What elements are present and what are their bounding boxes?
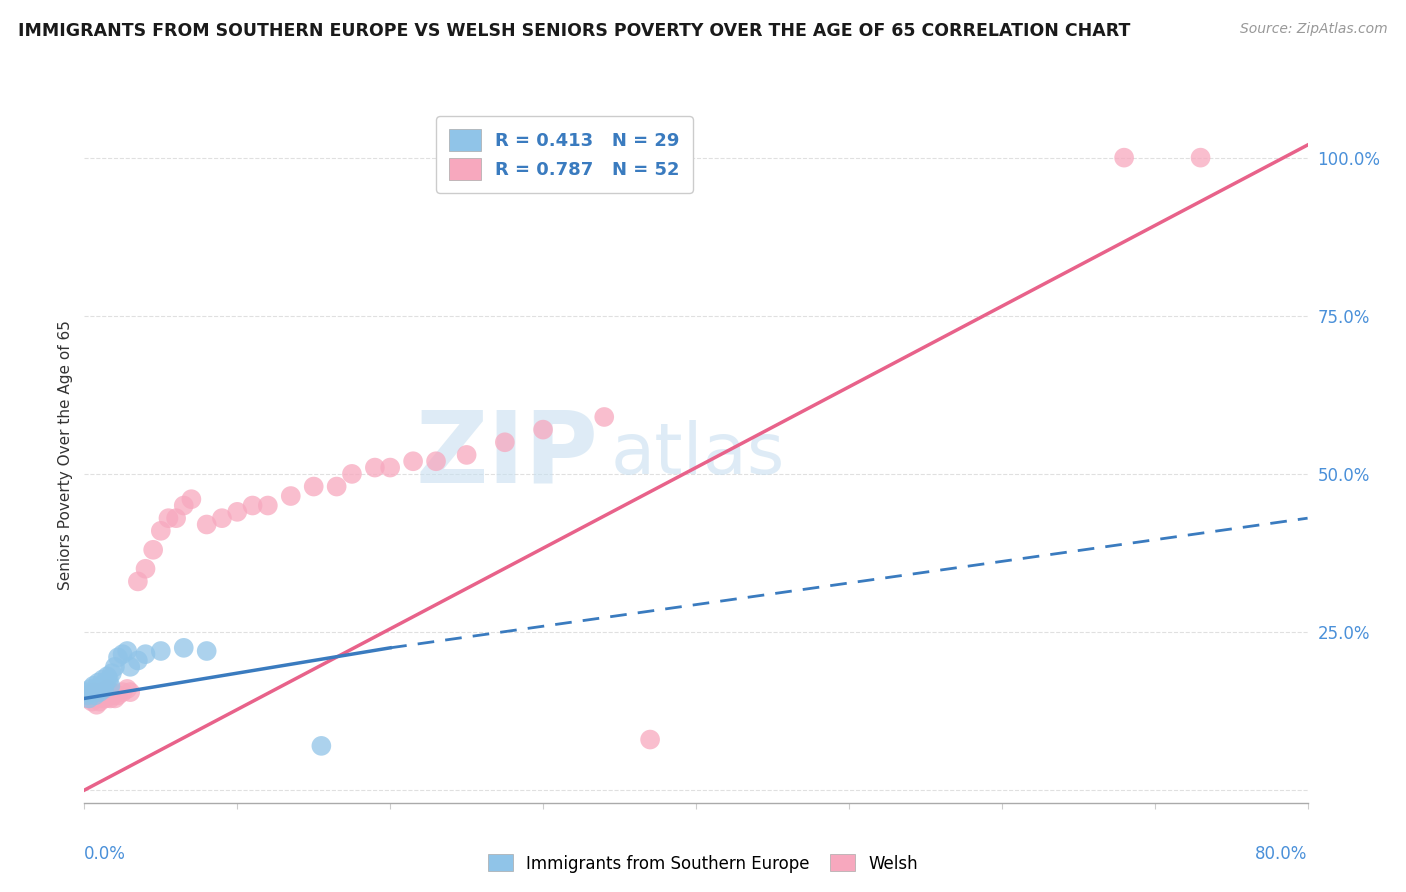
Text: ZIP: ZIP [415,407,598,503]
Point [142,542,165,557]
Point [90,679,112,693]
Point [280,489,302,503]
Point [242,499,264,513]
Text: 80.0%: 80.0% [1256,845,1308,863]
Point [80,685,103,699]
Point [76,688,98,702]
Point [380,460,402,475]
Point [531,423,554,437]
Point [107,688,129,702]
Point [173,499,195,513]
Point [96,669,118,683]
Point [94,691,117,706]
Point [76,688,98,702]
Point [87,688,110,702]
Point [83,685,105,699]
Point [226,505,249,519]
Point [135,647,157,661]
Point [115,644,138,658]
Point [87,675,110,690]
Point [127,574,149,589]
Point [103,688,125,702]
Point [84,688,107,702]
Point [86,681,108,696]
Point [84,691,107,706]
Point [98,679,121,693]
Point [165,511,187,525]
Point [195,644,218,658]
Point [89,685,111,699]
Point [104,691,127,706]
Y-axis label: Seniors Poverty Over the Age of 65: Seniors Poverty Over the Age of 65 [58,320,73,590]
Point [77,691,100,706]
Point [97,688,120,702]
Point [94,675,117,690]
Point [180,492,202,507]
Point [107,650,129,665]
Text: Source: ZipAtlas.com: Source: ZipAtlas.com [1240,22,1388,37]
Point [91,691,114,706]
Point [104,660,127,674]
Point [157,511,180,525]
Point [1114,151,1136,165]
Point [494,435,516,450]
Point [91,673,114,687]
Point [1189,151,1212,165]
Point [364,460,387,475]
Point [127,653,149,667]
Point [115,681,138,696]
Point [77,691,100,706]
Point [135,562,157,576]
Point [75,691,97,706]
Point [96,681,118,696]
Point [79,688,101,702]
Point [90,685,112,699]
Point [79,681,101,696]
Point [311,739,333,753]
Point [340,467,363,481]
Point [98,691,121,706]
Point [83,679,105,693]
Point [97,673,120,687]
Point [120,685,142,699]
Legend: Immigrants from Southern Europe, Welsh: Immigrants from Southern Europe, Welsh [481,847,925,880]
Point [638,732,661,747]
Point [93,685,115,699]
Text: atlas: atlas [610,420,785,490]
Point [80,695,103,709]
Point [425,454,447,468]
Point [149,524,172,538]
Text: 0.0%: 0.0% [84,845,127,863]
Point [257,499,280,513]
Point [325,479,347,493]
Point [593,409,616,424]
Point [89,695,111,709]
Point [149,644,172,658]
Legend: R = 0.413   N = 29, R = 0.787   N = 52: R = 0.413 N = 29, R = 0.787 N = 52 [436,116,693,193]
Point [302,479,325,493]
Point [75,685,97,699]
Point [101,666,124,681]
Point [402,454,425,468]
Point [195,517,218,532]
Point [211,511,233,525]
Point [111,685,134,699]
Point [86,698,108,712]
Point [101,685,124,699]
Point [173,640,195,655]
Point [93,681,115,696]
Point [111,647,134,661]
Point [456,448,478,462]
Text: IMMIGRANTS FROM SOUTHERN EUROPE VS WELSH SENIORS POVERTY OVER THE AGE OF 65 CORR: IMMIGRANTS FROM SOUTHERN EUROPE VS WELSH… [18,22,1130,40]
Point [120,660,142,674]
